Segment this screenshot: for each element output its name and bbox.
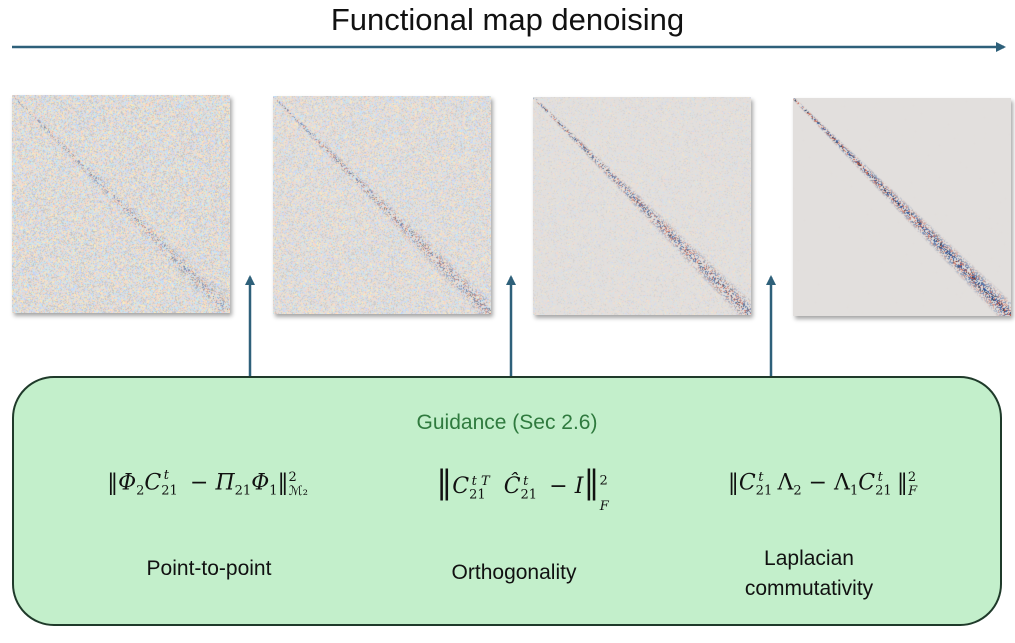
laplacian-caption-line-1: Laplacian: [764, 547, 854, 570]
functional-map-step-4: [793, 98, 1011, 316]
guidance-box: Guidance (Sec 2.6) ‖Φ2C21t − Π21Φ1‖2ℳ₂ ‖…: [12, 376, 1002, 626]
laplacian-caption-line-2: commutativity: [744, 577, 874, 600]
functional-map-step-1: [12, 95, 230, 313]
functional-map-step-2: [273, 96, 491, 314]
guidance-title: Guidance (Sec 2.6): [416, 411, 598, 434]
point-to-point-caption: Point-to-point: [146, 557, 272, 580]
orthogonality-caption: Orthogonality: [451, 561, 577, 584]
point-to-point-equation: ‖Φ2C21t − Π21Φ1‖2ℳ₂: [107, 468, 308, 499]
orthogonality-equation: ‖C21t T Ĉ21t − I‖2F: [436, 463, 609, 515]
diagram-title: Functional map denoising: [330, 2, 685, 37]
laplacian-commutativity-equation: ‖C21t Λ2 − Λ1C21t ‖2F: [727, 470, 918, 499]
functional-map-step-3: [533, 97, 751, 315]
laplacian-commutativity-caption: Laplacian commutativity: [704, 544, 914, 604]
